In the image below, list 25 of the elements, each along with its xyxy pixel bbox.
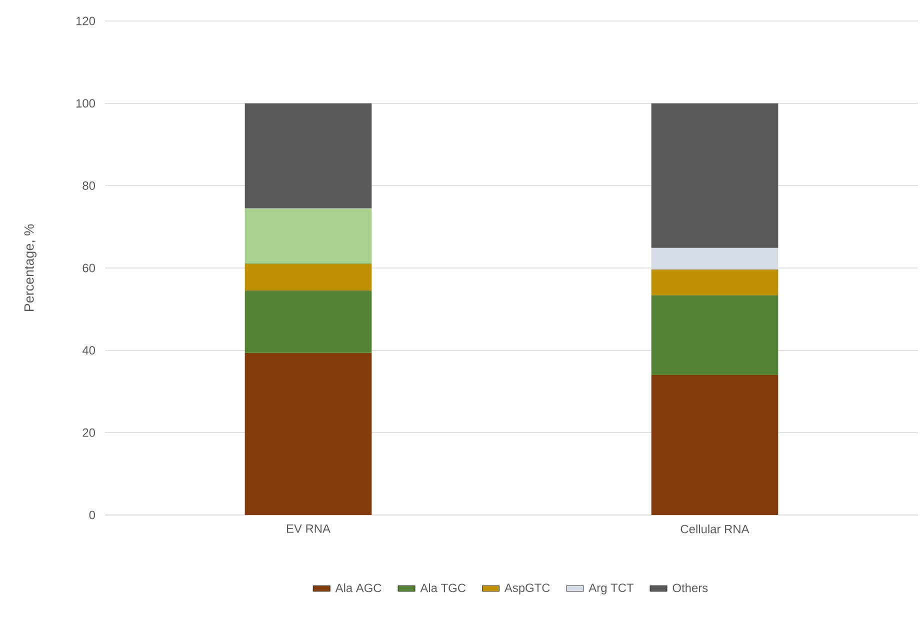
bar	[244, 290, 372, 353]
y-axis-title: Percentage, %	[24, 224, 36, 311]
legend-label: Ala AGC	[335, 583, 382, 592]
bar	[651, 103, 778, 248]
y-tick-label: 120	[76, 16, 96, 26]
bar	[244, 208, 372, 264]
y-tick-label: 100	[76, 99, 96, 108]
y-tick-label: 40	[82, 346, 96, 355]
legend-label: Arg TCT	[588, 584, 634, 594]
y-tick-label: 0	[89, 510, 96, 520]
bar	[244, 103, 372, 208]
legend-label: AspGTC	[504, 584, 550, 594]
legend-label: Ala TGC	[420, 583, 466, 592]
bar	[244, 263, 372, 290]
x-tick-label: EV RNA	[286, 524, 330, 533]
y-tick-label: 80	[82, 181, 96, 190]
bar	[651, 248, 778, 270]
x-tick-label: Cellular RNA	[680, 524, 750, 534]
bar	[651, 295, 778, 376]
y-tick-label: 20	[82, 428, 96, 437]
bar	[651, 375, 778, 515]
bar	[651, 269, 778, 296]
y-tick-label: 60	[82, 264, 96, 272]
legend-label: Others	[672, 583, 708, 592]
bar	[244, 352, 372, 515]
